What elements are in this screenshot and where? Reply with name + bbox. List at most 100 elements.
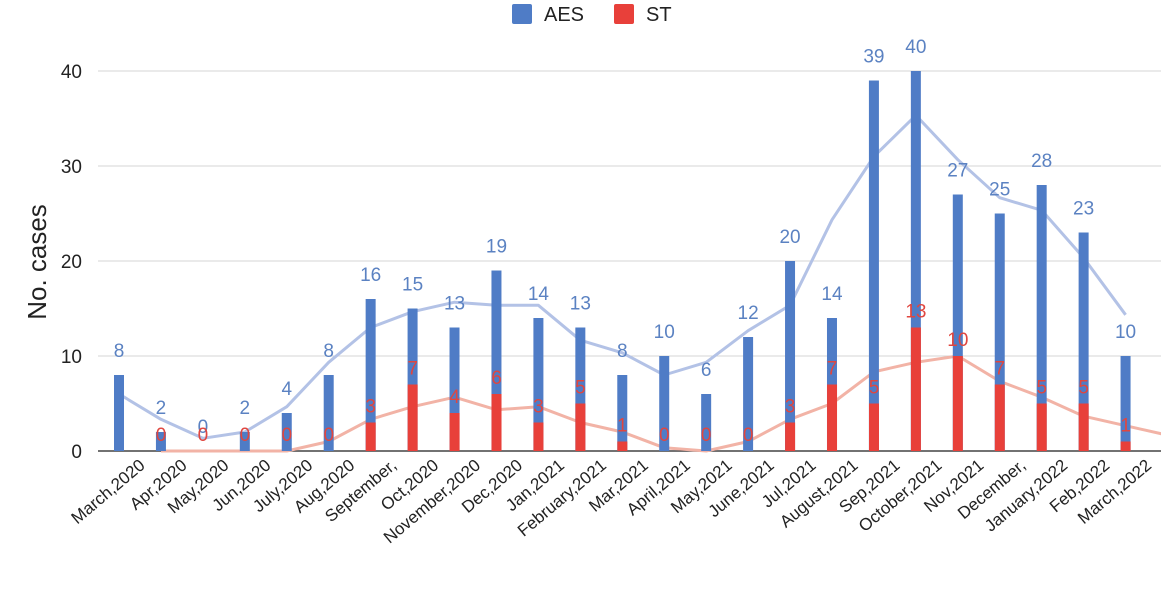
bar-aes: [701, 394, 712, 451]
data-label-aes: 13: [444, 294, 465, 315]
bar-aes: [785, 261, 796, 451]
data-label-st: 0: [323, 425, 334, 446]
bar-st: [952, 356, 963, 451]
data-label-aes: 2: [240, 398, 251, 419]
bar-st: [491, 394, 502, 451]
y-tick-label: 10: [61, 347, 82, 368]
bar-aes: [659, 356, 670, 451]
bar-aes: [114, 375, 124, 451]
data-label-aes: 19: [486, 237, 507, 258]
bar-st: [785, 422, 796, 451]
data-label-st: 0: [198, 425, 209, 446]
bar-aes: [1036, 185, 1047, 451]
bar-st: [365, 422, 376, 451]
bar-st: [1036, 403, 1047, 451]
bar-st: [1078, 403, 1089, 451]
bar-aes: [365, 299, 376, 451]
data-label-st: 5: [1078, 378, 1089, 399]
bar-aes: [1078, 232, 1089, 451]
y-tick-label: 0: [71, 442, 82, 463]
data-label-aes: 25: [989, 180, 1010, 201]
data-label-aes: 27: [947, 161, 968, 182]
data-label-aes: 10: [654, 322, 675, 343]
data-label-st: 1: [617, 416, 628, 437]
bar-st: [910, 327, 921, 451]
y-tick-label: 20: [61, 252, 82, 273]
data-label-st: 7: [827, 359, 838, 380]
data-label-aes: 39: [863, 47, 884, 68]
data-label-aes: 14: [821, 284, 843, 305]
data-label-st: 13: [905, 302, 926, 323]
data-label-st: 5: [575, 378, 586, 399]
bar-st: [449, 413, 460, 451]
bar-aes: [617, 375, 628, 451]
data-label-st: 0: [659, 425, 670, 446]
data-label-st: 0: [701, 425, 712, 446]
data-label-st: 5: [1036, 378, 1047, 399]
data-label-aes: 6: [701, 360, 712, 381]
data-label-st: 5: [869, 378, 880, 399]
bar-st: [1120, 441, 1131, 451]
data-label-aes: 12: [738, 303, 759, 324]
legend-swatch-aes: [512, 4, 532, 24]
bar-aes: [1120, 356, 1131, 451]
data-label-aes: 2: [156, 398, 167, 419]
y-tick-label: 30: [61, 157, 82, 178]
data-label-aes: 8: [114, 341, 125, 362]
data-label-st: 10: [947, 330, 968, 351]
legend-swatch-st: [614, 4, 634, 24]
legend-label-st: ST: [646, 4, 672, 26]
bar-aes: [910, 71, 921, 451]
bar-aes: [323, 375, 334, 451]
bar-st: [533, 422, 544, 451]
y-tick-label: 40: [61, 62, 82, 83]
data-label-st: 4: [449, 387, 460, 408]
bar-st: [575, 403, 586, 451]
bar-aes: [491, 270, 502, 451]
bar-aes: [239, 432, 250, 451]
bar-st: [868, 403, 879, 451]
bar-st: [827, 384, 838, 451]
data-label-st: 1: [1120, 416, 1131, 437]
y-axis-ticks: 0 10 20 30 40: [61, 62, 82, 463]
bar-st: [617, 441, 628, 451]
y-axis-label: No. cases: [22, 204, 52, 320]
grid-lines: [98, 70, 1161, 452]
bar-aes: [533, 318, 544, 451]
data-label-st: 3: [365, 397, 376, 418]
data-label-aes: 8: [323, 341, 334, 362]
data-label-aes: 0: [198, 417, 209, 438]
bar-st: [407, 384, 418, 451]
data-label-aes: 16: [360, 265, 381, 286]
data-label-aes: 10: [1115, 322, 1136, 343]
data-label-st: 6: [491, 368, 502, 389]
bar-aes: [281, 413, 292, 451]
data-label-aes: 8: [617, 341, 628, 362]
legend: AES ST: [512, 4, 672, 26]
data-label-st: 0: [743, 425, 754, 446]
legend-label-aes: AES: [544, 4, 584, 26]
bar-st: [994, 384, 1005, 451]
data-label-aes: 15: [402, 275, 423, 296]
data-label-aes: 40: [905, 37, 926, 58]
bar-aes: [155, 432, 166, 451]
data-label-aes: 14: [528, 284, 550, 305]
data-label-st: 7: [995, 359, 1006, 380]
data-label-st: 3: [785, 397, 796, 418]
bar-aes: [407, 308, 418, 451]
bar-aes: [743, 337, 754, 451]
bar-aes: [994, 213, 1005, 451]
x-axis-ticks: March,2020Apr,2020May,2020Jun,2020July,2…: [68, 456, 1156, 548]
bar-aes: [449, 327, 460, 451]
data-label-aes: 23: [1073, 199, 1094, 220]
bar-aes: [952, 194, 963, 451]
bar-aes: [868, 80, 879, 451]
data-label-st: 0: [240, 425, 251, 446]
trend-line-aes: [118, 113, 1127, 440]
bar-aes: [575, 327, 586, 451]
data-label-st: 7: [407, 359, 418, 380]
data-label-aes: 20: [779, 227, 800, 248]
data-label-st: 3: [533, 397, 544, 418]
